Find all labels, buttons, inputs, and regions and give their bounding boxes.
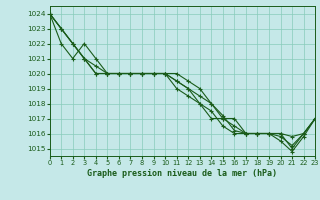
X-axis label: Graphe pression niveau de la mer (hPa): Graphe pression niveau de la mer (hPa) — [87, 169, 277, 178]
